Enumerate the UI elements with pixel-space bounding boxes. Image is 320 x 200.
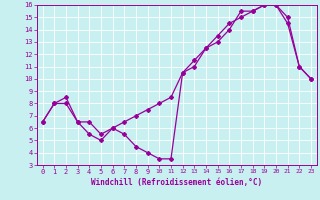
X-axis label: Windchill (Refroidissement éolien,°C): Windchill (Refroidissement éolien,°C) [91, 178, 262, 187]
